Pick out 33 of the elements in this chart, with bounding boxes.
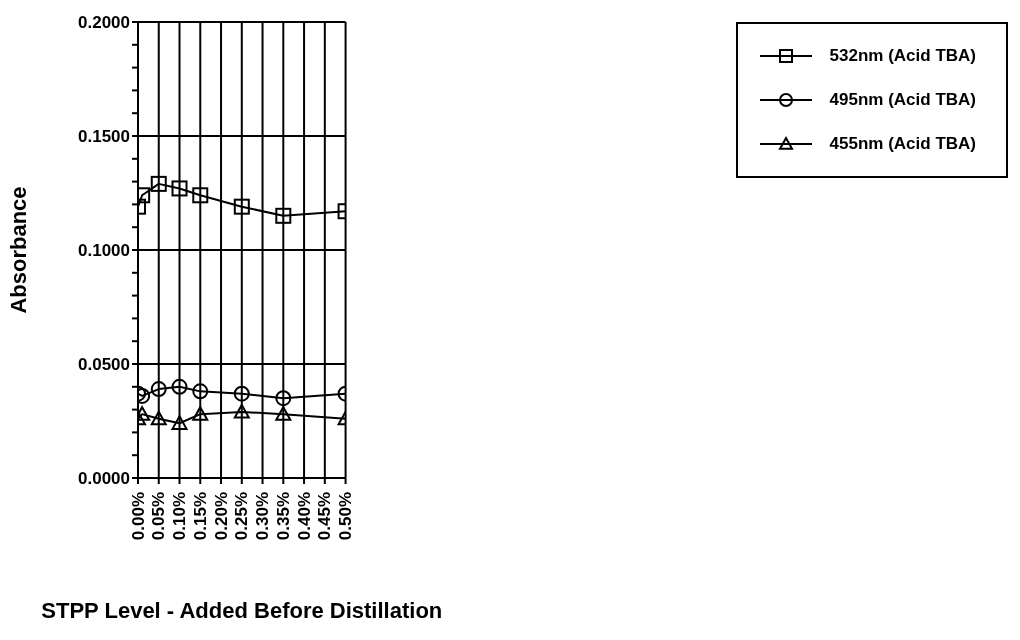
point xyxy=(192,187,209,204)
x-tick-label: 0.05% xyxy=(149,492,169,541)
point xyxy=(150,381,167,398)
x-tick-label: 0.25% xyxy=(232,492,252,541)
point xyxy=(150,410,167,426)
y-tick-label: 0.0500 xyxy=(78,355,130,375)
y-tick-label: 0.2000 xyxy=(78,13,130,33)
x-tick-label: 0.35% xyxy=(273,492,293,541)
x-tick-label: 0.15% xyxy=(190,492,210,541)
x-tick-label: 0.50% xyxy=(336,492,356,541)
point xyxy=(171,180,188,197)
point xyxy=(192,406,209,421)
x-axis-title: STPP Level - Added Before Distillation xyxy=(41,598,443,623)
point xyxy=(171,415,188,430)
point xyxy=(233,403,250,419)
point xyxy=(233,198,250,215)
x-tick-label: 0.45% xyxy=(315,492,335,541)
y-axis-title: Absorbance xyxy=(5,186,31,314)
x-tick-label: 0.40% xyxy=(294,492,314,541)
point xyxy=(171,378,188,395)
x-tick-label: 0.10% xyxy=(170,492,190,541)
y-tick-label: 0.1500 xyxy=(78,127,130,147)
point xyxy=(233,385,250,402)
legend-label: 455nm (Acid TBA) xyxy=(829,134,976,154)
point xyxy=(150,175,167,192)
y-tick-label: 0.0000 xyxy=(78,469,130,489)
x-tick-label: 0.00% xyxy=(128,492,148,541)
point xyxy=(192,383,209,400)
y-tick-label: 0.1000 xyxy=(78,241,130,261)
legend-label: 532nm (Acid TBA) xyxy=(829,46,976,66)
legend-label: 495nm (Acid TBA) xyxy=(829,90,976,110)
x-tick-label: 0.30% xyxy=(253,492,273,541)
x-tick-label: 0.20% xyxy=(211,492,231,541)
